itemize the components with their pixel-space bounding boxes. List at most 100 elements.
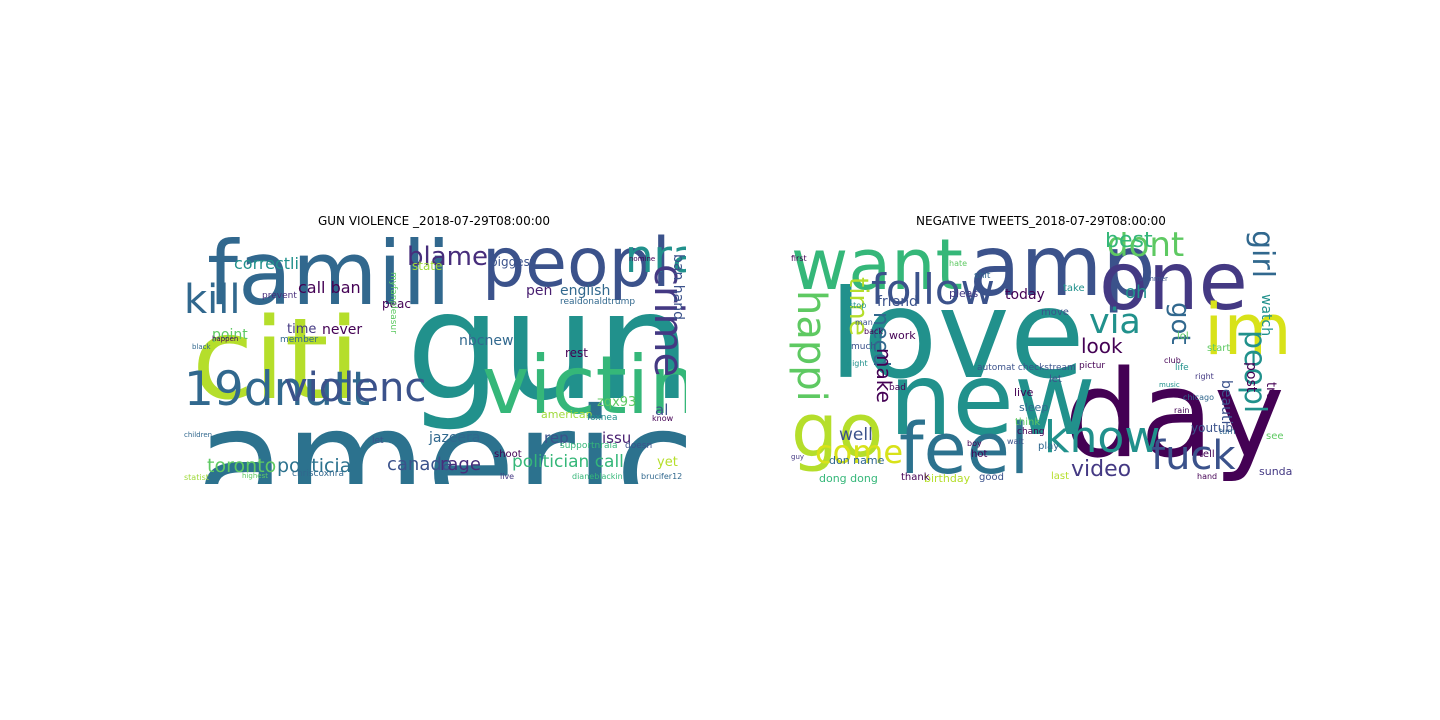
cloud-word: well <box>839 425 873 445</box>
cloud-word: thank <box>901 472 930 483</box>
cloud-word: fuck <box>1151 433 1236 479</box>
cloud-word: true <box>1263 382 1278 409</box>
cloud-word: live <box>1014 386 1034 399</box>
cloud-word: amp <box>969 232 1156 315</box>
cloud-word: watch <box>1258 294 1274 337</box>
cloud-word: chang <box>1017 427 1045 437</box>
cloud-word: time <box>287 322 317 337</box>
cloud-word: happi <box>789 290 834 402</box>
cloud-word: back <box>864 327 884 336</box>
cloud-word: black <box>192 343 211 351</box>
cloud-word: violenc <box>284 365 427 411</box>
cloud-word: oh <box>1125 282 1148 303</box>
cloud-word: see <box>1266 431 1284 442</box>
cloud-word: take <box>1063 283 1085 294</box>
cloud-word: state <box>412 259 443 273</box>
cloud-word: realdonaldtrump <box>560 297 636 307</box>
cloud-word: go <box>791 388 884 474</box>
cloud-word: dont <box>1107 232 1185 265</box>
cloud-word: summer <box>1139 275 1168 283</box>
cloud-word: toronto <box>207 455 277 477</box>
cloud-word: make <box>872 348 896 403</box>
cloud-word: last <box>1051 471 1070 482</box>
cloud-word: good <box>979 472 1004 483</box>
cloud-word: nomine <box>629 255 656 263</box>
cloud-word: sleep <box>1019 401 1049 414</box>
cloud-word: man <box>855 318 873 327</box>
cloud-word: america <box>196 378 686 484</box>
cloud-word: shit <box>974 271 991 281</box>
cloud-word: brucifer12 <box>641 472 683 481</box>
negative-tweets-title: NEGATIVE TWEETS_2018-07-29T08:00:00 <box>916 214 1166 228</box>
negative-tweets-wordcloud: love day new amp one want go feel im follow know fu… <box>789 232 1293 484</box>
cloud-word: statist <box>184 473 209 482</box>
cloud-word: shoot <box>494 449 522 460</box>
cloud-word: stop <box>849 301 867 310</box>
gun-violence-wordcloud: gunamericacitifamili victim peopl 19dnuttvi… <box>182 232 686 484</box>
cloud-word: play <box>1038 441 1060 452</box>
cloud-word: think <box>1015 417 1041 428</box>
cloud-word: nbcnew <box>459 333 514 349</box>
cloud-word: im <box>1204 289 1292 371</box>
cloud-word: correctli <box>234 254 299 273</box>
cloud-word: crime <box>645 264 686 378</box>
cloud-word: right <box>1195 372 1214 381</box>
cloud-word: start <box>1207 343 1231 354</box>
cloud-word: dong dong <box>819 472 878 484</box>
cloud-word: canada <box>387 454 453 475</box>
cloud-word: nra <box>625 232 686 283</box>
cloud-word: best <box>1105 232 1153 253</box>
cloud-word: happen <box>212 335 239 343</box>
cloud-word: lol <box>1177 331 1189 342</box>
cloud-word: rep <box>544 429 569 447</box>
cloud-word: politician <box>277 455 364 477</box>
cloud-word: love <box>829 264 1085 406</box>
cloud-word: got <box>1165 302 1195 345</box>
cloud-word: never <box>322 322 363 338</box>
cloud-word: jazeera <box>429 430 481 446</box>
cloud-word: work <box>889 329 916 342</box>
cloud-word: live <box>500 472 515 481</box>
cloud-word: automat checkstream <box>977 363 1076 373</box>
cloud-word: ban hand <box>670 254 686 321</box>
cloud-word: first <box>791 254 807 263</box>
cloud-word: post <box>1243 362 1259 393</box>
cloud-word: peopl <box>1237 330 1272 414</box>
cloud-word: peac <box>382 297 411 311</box>
cloud-word: club <box>1164 356 1181 365</box>
cloud-word: prevent <box>262 291 297 301</box>
cloud-word: life <box>1175 363 1189 373</box>
cloud-word: music <box>1159 381 1180 389</box>
cloud-word: let <box>1049 374 1062 385</box>
cloud-word: friend <box>877 294 918 310</box>
cloud-word: youtub <box>1191 421 1233 435</box>
cloud-word: supportnraia <box>560 441 618 451</box>
cloud-word: rain <box>1174 406 1190 415</box>
cloud-word: highest <box>242 472 268 480</box>
cloud-word: yet <box>657 455 678 470</box>
cloud-word: citi <box>192 295 360 425</box>
cloud-word: need <box>868 312 893 367</box>
cloud-word: let <box>372 436 384 446</box>
cloud-word: one <box>1099 235 1248 328</box>
cloud-word: foxnea <box>587 413 618 423</box>
cloud-word: via <box>1089 302 1141 342</box>
cloud-word: look <box>1081 334 1123 358</box>
cloud-word: english <box>560 283 611 299</box>
cloud-word: issu <box>602 429 632 447</box>
cloud-word: feel <box>899 408 1030 484</box>
cloud-word: point <box>212 327 248 343</box>
cloud-word: al <box>655 401 669 419</box>
cloud-word: today <box>1005 287 1045 303</box>
cloud-word: hot <box>971 449 988 460</box>
cloud-word: video <box>1071 457 1132 482</box>
cloud-word: hand <box>1197 472 1218 481</box>
cloud-word: children <box>184 431 213 439</box>
cloud-word: turn <box>1219 427 1236 436</box>
cloud-word: sunday <box>1259 465 1293 478</box>
cloud-word: chriscoxnra <box>292 469 344 479</box>
cloud-word: come <box>815 433 904 471</box>
cloud-word: time <box>843 277 873 336</box>
cloud-word: chicago <box>1183 393 1214 402</box>
cloud-word: victim <box>482 339 686 432</box>
